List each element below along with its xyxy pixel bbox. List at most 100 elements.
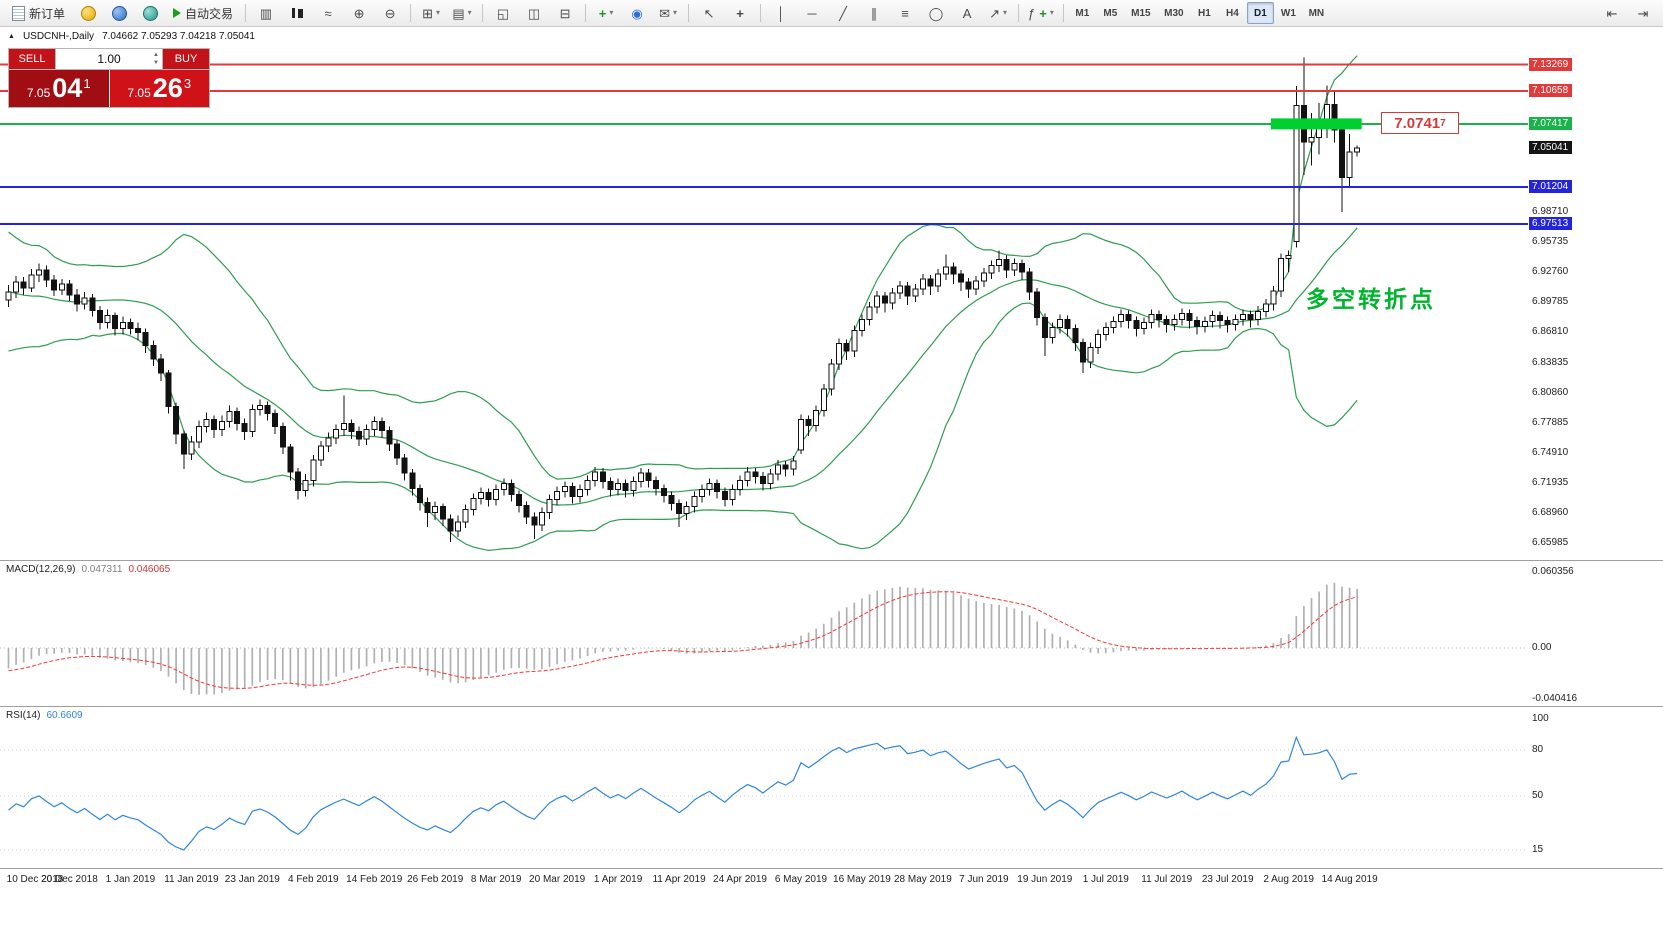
sell-price-prefix: 7.05 [26,86,51,100]
tile-vertically-button[interactable]: ⊟ [550,1,580,25]
date-tick-label: 24 Apr 2019 [713,874,767,885]
timeframe-h4-button[interactable]: H4 [1225,7,1239,19]
timeframe-m30-button[interactable]: M30 [1164,7,1184,19]
indicators-icon: ƒ [1028,5,1036,21]
chevron-down-icon: ▾ [1002,8,1007,17]
sell-price-button[interactable]: 7.05 04 1 [9,70,109,107]
cascade-windows-button[interactable]: ◱ [488,1,518,25]
spin-down-icon[interactable]: ▼ [153,60,159,66]
bar-chart-button[interactable]: ▥ [251,1,281,25]
date-tick-label: 20 Dec 2018 [41,874,98,885]
panel-separator[interactable] [0,560,1663,561]
price-tick-label: 6.86810 [1532,326,1569,338]
chart-annotation-text[interactable]: 多空转折点 [1306,286,1436,312]
update-button[interactable] [135,1,165,25]
rsi-indicator-chart[interactable] [0,707,1528,868]
timeframe-mn-button[interactable]: MN [1308,7,1325,19]
one-click-collapse-icon[interactable]: ▲ [8,33,15,40]
candlestick-chart-button[interactable] [282,1,312,25]
indicators-button[interactable]: ƒ + ▾ [1024,1,1058,25]
date-tick-label: 11 Apr 2019 [652,874,706,885]
tile-horizontally-button[interactable]: ◫ [519,1,549,25]
metaquotes-button[interactable] [73,1,103,25]
price-line-label: 7.01204 [1529,179,1573,193]
fibonacci-button[interactable]: ≡ [890,1,920,25]
community-button[interactable] [104,1,134,25]
zoom-in-button[interactable]: ⊕ [344,1,374,25]
macd-header: MACD(12,26,9) 0.047311 0.046065 [6,564,170,575]
vertical-line-button[interactable]: │ [766,1,796,25]
chart-shift-button[interactable]: ⇥ [1628,1,1658,25]
trendline-button[interactable]: ╱ [828,1,858,25]
chevron-down-icon: ▾ [467,8,472,17]
mail-button[interactable]: ✉ ▾ [653,1,683,25]
auto-scroll-icon: ⇤ [1606,5,1618,21]
navigator-button[interactable]: ◉ [622,1,652,25]
spin-up-icon[interactable]: ▲ [153,52,159,58]
price-target-sup: 7 [1440,117,1446,129]
price-target-label[interactable]: 7.0741 7 [1381,112,1459,134]
chat-icon [111,5,127,21]
sell-button[interactable]: SELL [9,49,55,69]
add-chart-button[interactable]: + ▾ [591,1,621,25]
price-target-value: 7.0741 [1394,114,1441,132]
timeframe-d1-button[interactable]: D1 [1246,2,1274,24]
toolbar-separator [410,4,412,22]
line-chart-button[interactable]: ≈ [313,1,343,25]
plus-icon: + [598,5,607,21]
macd-scale-label: -0.040416 [1532,692,1578,704]
date-tick-label: 11 Jul 2019 [1141,874,1193,885]
price-axis[interactable]: 6.98710 6.95735 6.92760 6.89785 6.86810 6.838… [1529,28,1663,890]
shapes-button[interactable]: ◯ [921,1,951,25]
new-chart-button[interactable]: ⊞ ▾ [416,1,446,25]
autotrading-button[interactable]: 自动交易 [166,1,240,25]
price-line-label: 7.13269 [1529,57,1573,71]
arrows-tool-button[interactable]: ↗ ▾ [983,1,1013,25]
date-axis[interactable]: 10 Dec 2018 20 Dec 2018 1 Jan 2019 11 Jan 2… [0,874,1528,890]
date-tick-label: 1 Jul 2019 [1082,874,1129,885]
main-price-chart[interactable] [0,28,1528,560]
panel-separator[interactable] [0,868,1663,869]
date-tick-label: 14 Aug 2019 [1321,874,1378,885]
timeframe-m15-button[interactable]: M15 [1131,7,1151,19]
timeframe-h1-button[interactable]: H1 [1197,7,1211,19]
shapes-icon: ◯ [928,5,944,21]
zoom-out-button[interactable]: ⊖ [375,1,405,25]
price-tick-label: 6.71935 [1532,477,1569,488]
text-tool-button[interactable]: A [952,1,982,25]
channel-button[interactable]: ∥ [859,1,889,25]
profiles-button[interactable]: ▤ ▾ [447,1,477,25]
zoom-in-icon: ⊕ [353,5,365,21]
timeframe-w1-button[interactable]: W1 [1280,7,1296,19]
date-tick-label: 10 Dec 2018 [6,874,64,885]
date-tick-label: 16 May 2019 [833,874,891,885]
autotrading-label: 自动交易 [185,6,234,21]
fibonacci-icon: ≡ [901,5,909,21]
price-tick-label: 6.74910 [1532,446,1569,458]
crosshair-button[interactable]: + [725,1,755,25]
cursor-button[interactable]: ↖ [694,1,724,25]
toolbar: 新订单 自动交易 ▥ ≈ ⊕ ⊖ ⊞ ▾ ▤ ▾ ◱ ◫ ⊟ + ▾ [0,0,1663,27]
date-tick-label: 23 Jan 2019 [224,874,280,885]
auto-scroll-button[interactable]: ⇤ [1597,1,1627,25]
buy-button[interactable]: BUY [163,49,209,69]
timeframe-m5-button[interactable]: M5 [1103,7,1118,19]
volume-stepper[interactable]: ▲ ▼ [153,51,159,67]
tile-horizontal-icon: ◫ [527,5,541,21]
timeframe-m1-button[interactable]: M1 [1075,7,1090,19]
new-order-button[interactable]: 新订单 [5,1,72,25]
volume-input[interactable]: 1.00 ▲ ▼ [55,49,163,69]
date-tick-label: 1 Apr 2019 [593,874,643,885]
horizontal-line-button[interactable]: ─ [797,1,827,25]
macd-main-value: 0.047311 [81,564,123,575]
panel-separator[interactable] [0,706,1663,707]
price-tick-label: 6.68960 [1532,507,1569,519]
buy-price-sup: 3 [183,76,192,91]
toolbar-separator [482,4,484,22]
toolbar-separator [585,4,587,22]
date-tick-label: 28 May 2019 [893,874,952,885]
price-tick-label: 6.65985 [1532,537,1569,549]
macd-indicator-chart[interactable] [0,561,1528,706]
buy-price-button[interactable]: 7.05 26 3 [108,70,209,107]
